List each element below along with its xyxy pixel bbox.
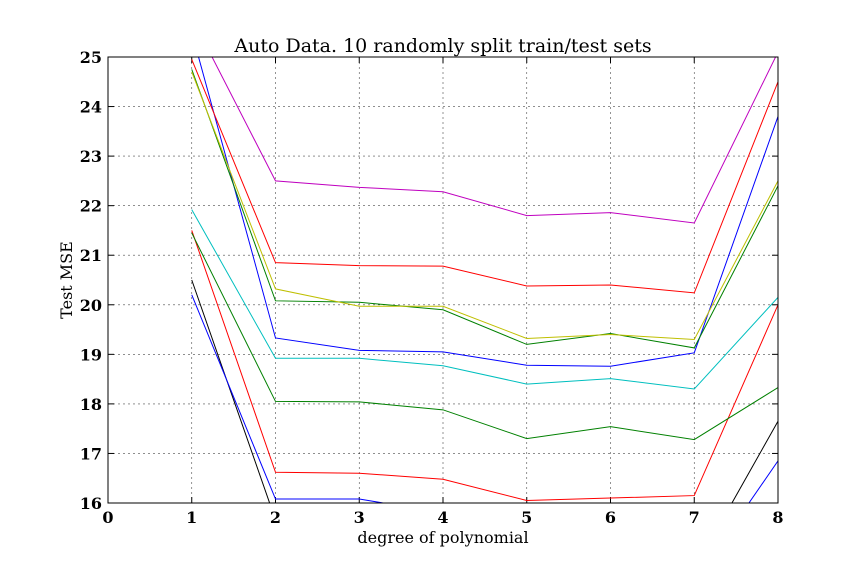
x-tick-label: 2 — [270, 508, 281, 527]
x-tick-label: 1 — [186, 508, 197, 527]
series-line — [191, 232, 778, 441]
x-tick-label: 5 — [521, 508, 532, 527]
series-line — [191, 230, 778, 502]
x-tick-label: 0 — [102, 508, 113, 527]
series-line — [211, 57, 777, 224]
x-axis-label: degree of polynomial — [357, 528, 528, 547]
x-tick-label: 4 — [437, 508, 448, 527]
y-tick-label: 16 — [80, 494, 102, 513]
y-tick-label: 25 — [80, 48, 102, 67]
chart-title: Auto Data. 10 randomly split train/test … — [233, 35, 651, 57]
y-tick-label: 22 — [80, 197, 102, 216]
y-tick-label: 18 — [80, 395, 102, 414]
series-line — [191, 209, 778, 390]
y-tick-label: 23 — [80, 147, 102, 166]
series-line — [191, 71, 778, 340]
series-line — [191, 294, 778, 503]
y-tick-label: 24 — [80, 98, 102, 117]
y-tick-label: 20 — [80, 296, 102, 315]
y-tick-label: 17 — [80, 444, 102, 463]
x-tick-label: 7 — [689, 508, 700, 527]
series-line — [191, 59, 778, 294]
series-line — [191, 69, 778, 349]
y-tick-label: 21 — [80, 246, 102, 265]
plot-lines — [191, 57, 778, 503]
x-tick-label: 3 — [354, 508, 365, 527]
y-tick-label: 19 — [80, 345, 102, 364]
x-tick-label: 6 — [605, 508, 616, 527]
series-line — [198, 57, 778, 367]
y-axis-label: Test MSE — [57, 241, 76, 319]
plot-frame — [107, 56, 779, 504]
x-tick-label: 8 — [772, 508, 783, 527]
